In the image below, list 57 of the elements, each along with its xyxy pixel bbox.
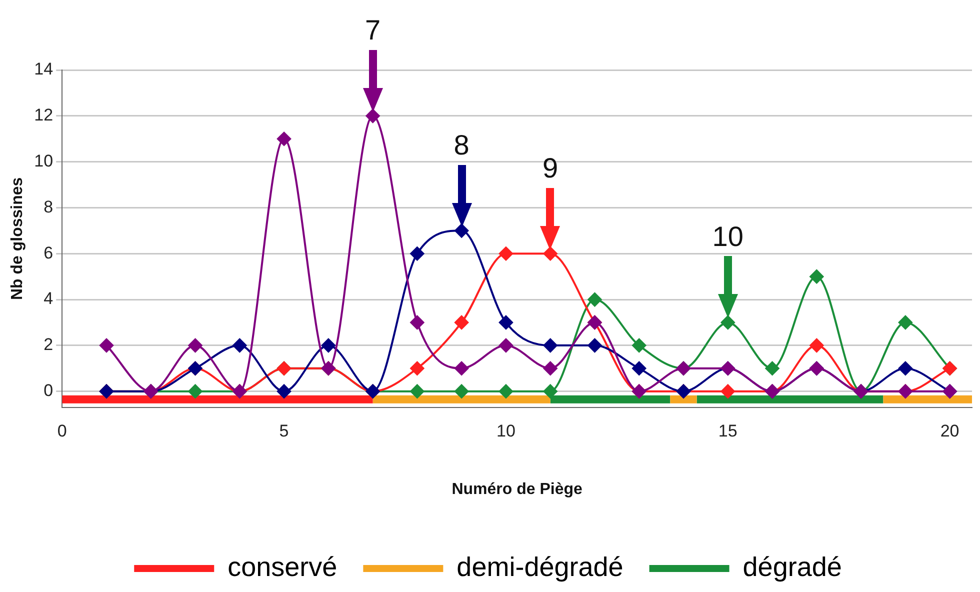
point: [366, 108, 380, 123]
point: [543, 361, 558, 376]
point: [321, 338, 336, 352]
point: [720, 384, 735, 398]
x-tick-label: 20: [940, 421, 960, 440]
y-tick-label: 12: [34, 106, 54, 125]
point: [410, 246, 424, 261]
point: [810, 270, 824, 284]
point: [410, 361, 424, 376]
point: [410, 315, 424, 330]
y-tick-label: 4: [44, 289, 54, 308]
y-tick-label: 0: [44, 381, 54, 400]
y-tick-label: 14: [34, 60, 54, 79]
point: [632, 361, 646, 376]
legend-label: conservé: [228, 552, 338, 582]
point: [720, 315, 735, 330]
point: [454, 361, 469, 376]
y-tick-label: 10: [34, 151, 54, 170]
point: [543, 384, 558, 398]
y-axis-title: Nb de glossines: [9, 177, 26, 300]
point: [810, 338, 824, 352]
legend-label: demi-dégradé: [456, 552, 624, 582]
point: [498, 338, 513, 352]
point: [588, 338, 602, 352]
x-axis-title: Numéro de Piège: [452, 480, 583, 498]
point: [543, 246, 558, 261]
point: [765, 361, 780, 376]
point: [898, 361, 912, 376]
point: [498, 246, 513, 261]
x-tick-label: 5: [279, 421, 289, 440]
point: [498, 384, 513, 398]
x-tick-label: 15: [718, 421, 738, 440]
point: [232, 338, 247, 352]
y-tick-label: 6: [44, 243, 54, 262]
point: [454, 384, 469, 398]
x-tick-label: 10: [496, 421, 516, 440]
point: [188, 338, 202, 352]
point: [277, 384, 292, 398]
point: [410, 384, 424, 398]
point: [898, 315, 912, 330]
annotation: 9: [542, 152, 558, 184]
point: [632, 338, 646, 352]
point: [277, 132, 292, 146]
y-tick-label: 8: [44, 197, 54, 216]
annotation: 10: [712, 221, 744, 252]
point: [454, 315, 469, 330]
point: [588, 292, 602, 307]
y-tick-label: 2: [44, 335, 54, 354]
point: [188, 384, 202, 398]
point: [498, 315, 513, 330]
point: [454, 224, 469, 238]
annotation: 7: [365, 14, 381, 46]
annotation: 8: [454, 129, 470, 160]
x-tick-label: 0: [57, 421, 67, 440]
point: [99, 338, 114, 352]
legend-label: dégradé: [742, 552, 842, 582]
point: [543, 338, 558, 352]
